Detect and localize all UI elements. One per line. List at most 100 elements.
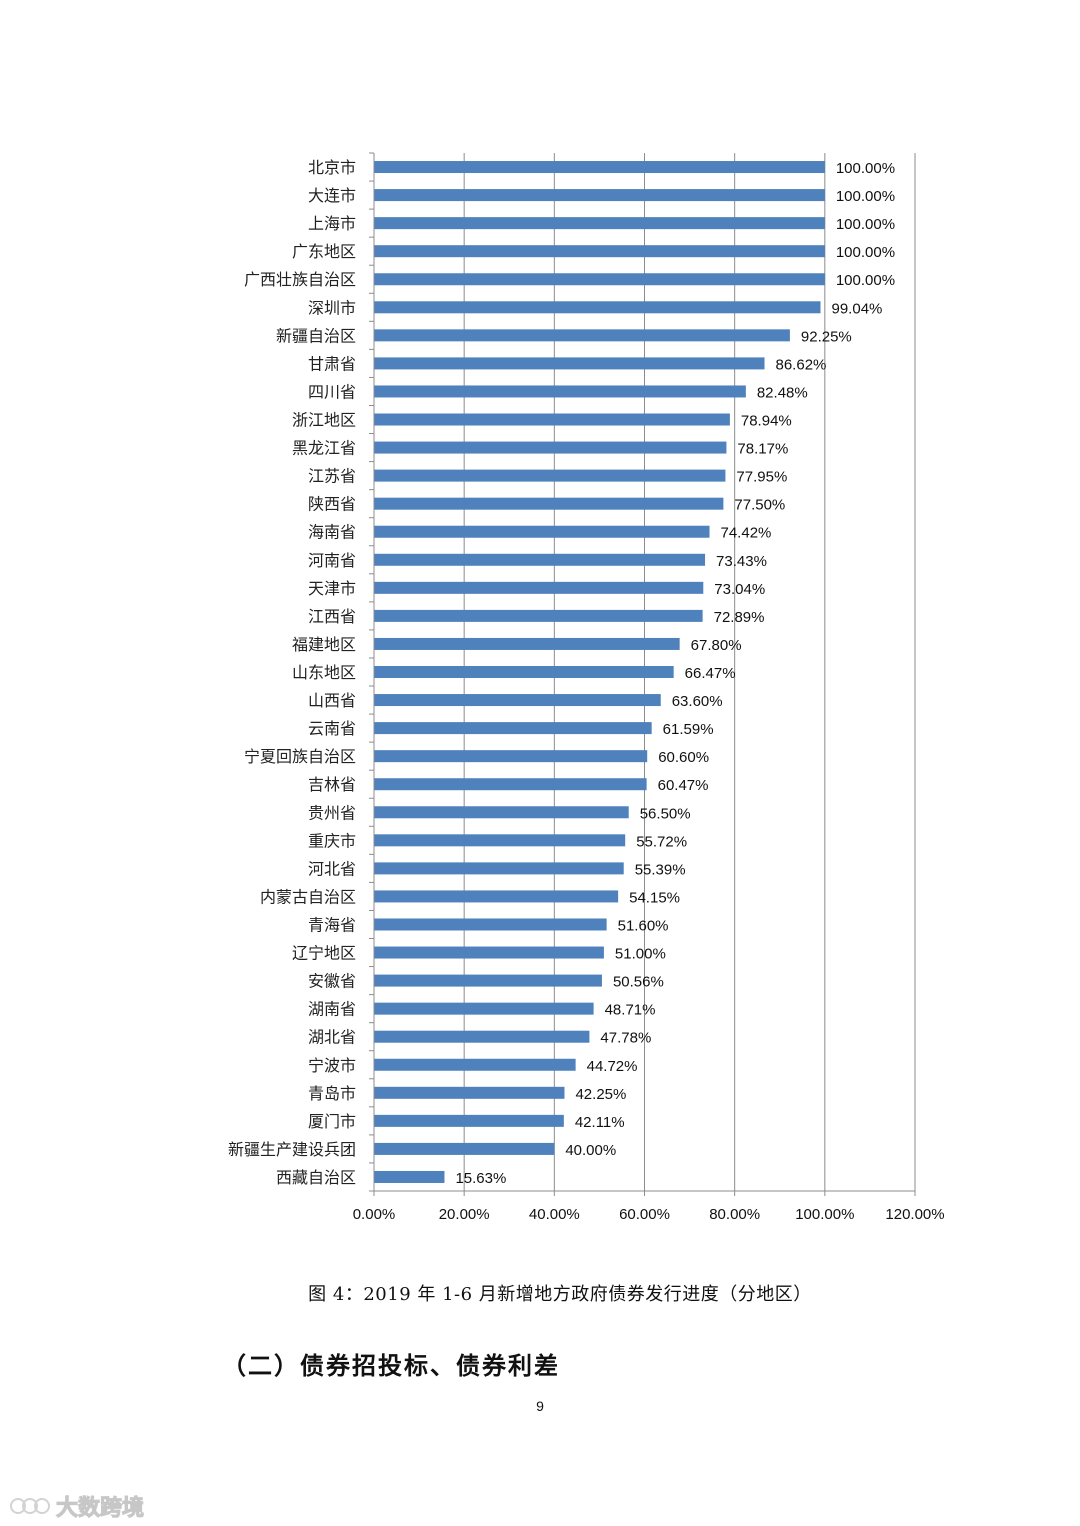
watermark: 大数跨境 [10,1490,145,1522]
category-label: 海南省 [308,523,356,542]
bar [374,750,648,763]
x-tick-labels: 0.00% 20.00% 40.00% 60.00% 80.00% 100.00% 120.… [353,1206,945,1223]
data-label: 99.04% [832,300,883,317]
bar [374,413,730,426]
data-label: 77.50% [734,497,785,514]
bar [374,778,647,791]
bar [374,974,602,987]
chart-axis [369,152,916,1196]
bar [374,1002,594,1015]
category-label: 山东地区 [292,663,356,682]
data-label: 42.25% [575,1086,626,1103]
category-label: 北京市 [308,158,356,177]
x-tick-label: 120.00% [885,1206,944,1223]
category-label: 河南省 [308,551,356,570]
data-label: 72.89% [714,609,765,626]
bar [374,918,607,931]
x-tick-label: 40.00% [529,1206,580,1223]
figure-caption: 图 4：2019 年 1-6 月新增地方政府债券发行进度（分地区） [308,1284,812,1305]
section-heading: （二）债券招投标、债券利差 [222,1351,560,1380]
category-labels: 北京市大连市上海市广东地区广西壮族自治区深圳市新疆自治区甘肃省四川省浙江地区黑龙… [228,158,356,1187]
bar [374,497,724,510]
bar [374,525,710,538]
category-label: 上海市 [308,214,356,233]
bar [374,161,825,174]
bar [374,609,703,622]
category-label: 四川省 [308,382,356,401]
category-label: 天津市 [308,579,356,598]
bar [374,694,661,707]
data-label: 50.56% [613,974,664,991]
category-label: 青岛市 [308,1084,356,1103]
bar [374,217,825,230]
data-label: 51.60% [618,917,669,934]
data-label: 78.94% [741,413,792,430]
data-label: 67.80% [691,637,742,654]
data-label: 51.00% [615,946,666,963]
category-label: 内蒙古自治区 [260,887,356,906]
data-label: 48.71% [605,1002,656,1019]
bar [374,890,619,903]
x-tick-label: 80.00% [709,1206,760,1223]
category-label: 大连市 [308,186,356,205]
data-label: 73.04% [714,581,765,598]
data-label: 40.00% [565,1142,616,1159]
data-label: 47.78% [600,1030,651,1047]
bar [374,946,604,959]
x-tick-label: 20.00% [439,1206,490,1223]
bar [374,441,727,454]
category-label: 宁夏回族自治区 [244,747,356,766]
watermark-logo-icon [10,1498,50,1514]
bar [374,581,704,594]
data-label: 100.00% [836,160,895,177]
x-tick-label: 0.00% [353,1206,396,1223]
data-label: 100.00% [836,216,895,233]
bar-chart: 北京市大连市上海市广东地区广西壮族自治区深圳市新疆自治区甘肃省四川省浙江地区黑龙… [228,152,945,1223]
category-label: 湖北省 [308,1028,356,1047]
data-label: 63.60% [672,693,723,710]
category-label: 青海省 [308,915,356,934]
bar [374,329,790,342]
bar [374,722,652,735]
data-label: 78.17% [737,441,788,458]
data-label: 92.25% [801,328,852,345]
bar [374,1142,555,1155]
category-label: 厦门市 [308,1112,356,1131]
category-label: 贵州省 [308,803,356,822]
data-label: 82.48% [757,384,808,401]
category-label: 湖南省 [308,1000,356,1019]
category-label: 新疆自治区 [276,326,356,345]
data-label: 74.42% [721,525,772,542]
data-label: 100.00% [836,272,895,289]
category-label: 山西省 [308,691,356,710]
category-label: 河北省 [308,859,356,878]
bar [374,1086,565,1099]
data-label: 15.63% [455,1170,506,1187]
bar [374,189,825,202]
bar [374,637,680,650]
category-label: 浙江地区 [292,411,356,430]
watermark-text: 大数跨境 [55,1496,145,1522]
bar [374,1114,564,1127]
data-label: 77.95% [736,469,787,486]
bar [374,385,746,398]
category-label: 广西壮族自治区 [244,270,356,289]
category-label: 西藏自治区 [276,1168,356,1187]
data-label: 56.50% [640,805,691,822]
category-label: 吉林省 [308,775,356,794]
data-label: 44.72% [587,1058,638,1075]
category-label: 江苏省 [308,467,356,486]
value-labels: 100.00% 100.00% 100.00% 100.00% 100.00% 99.04… [455,160,895,1187]
chart-bars [374,161,825,1183]
bar [374,1030,590,1043]
category-label: 安徽省 [308,972,356,991]
category-label: 深圳市 [308,298,356,317]
bar [374,806,629,819]
x-tick-label: 60.00% [619,1206,670,1223]
bar [374,834,626,847]
data-label: 55.72% [636,833,687,850]
bar [374,273,825,286]
data-label: 66.47% [685,665,736,682]
data-label: 100.00% [836,188,895,205]
bar [374,1058,576,1071]
